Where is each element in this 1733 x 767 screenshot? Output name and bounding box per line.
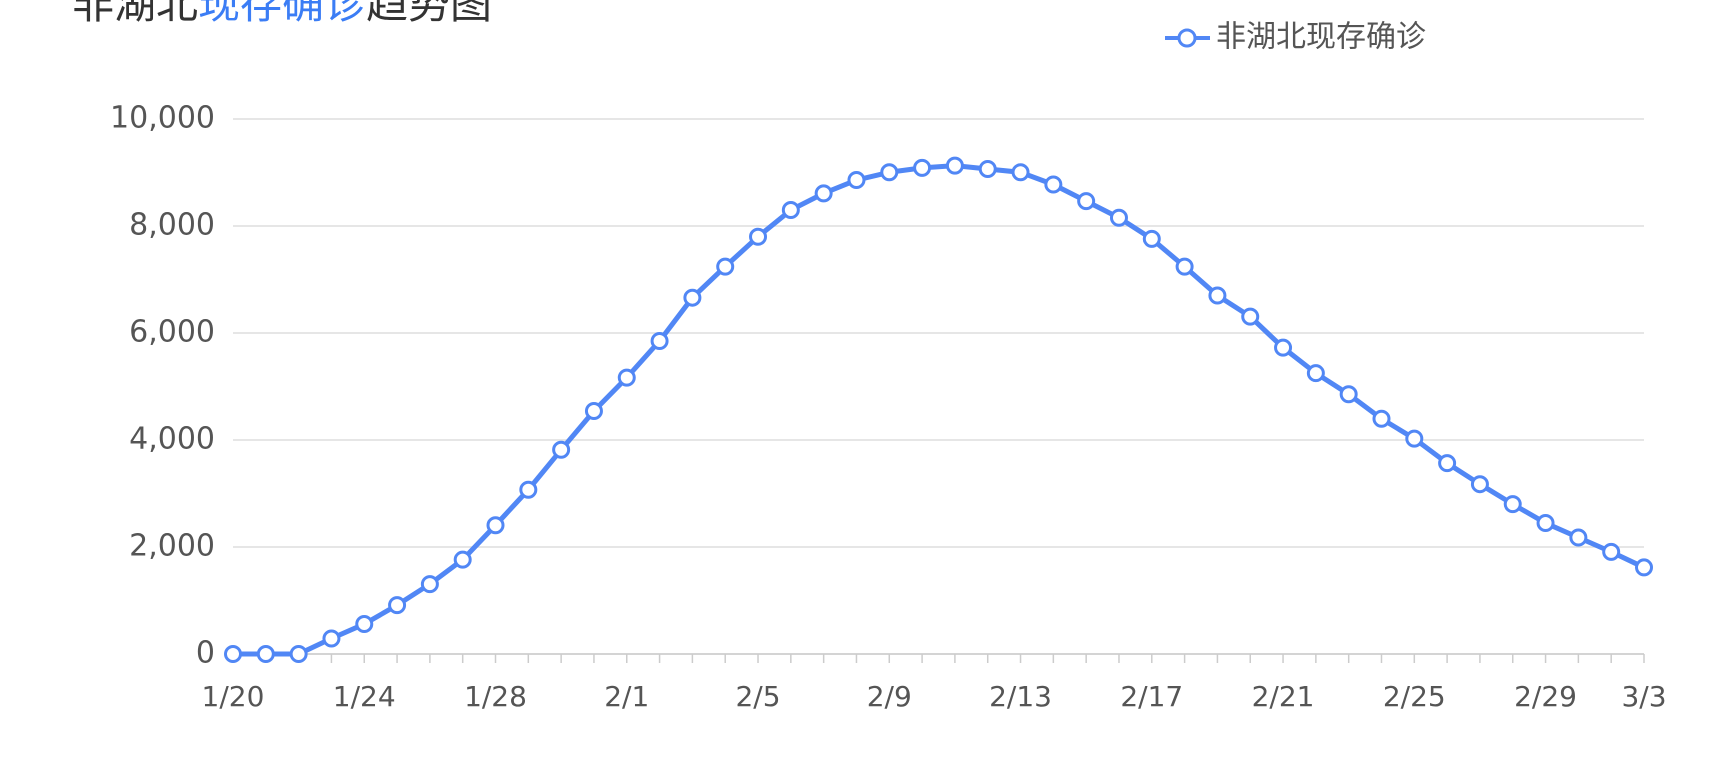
x-tick-label: 2/25 [1383, 680, 1446, 713]
point [650, 331, 669, 350]
x-tick-label: 1/20 [202, 680, 265, 713]
point [814, 184, 833, 203]
point [289, 645, 308, 663]
line [233, 163, 1646, 657]
point [1077, 192, 1096, 211]
y-tick-label: 10,000 [110, 101, 215, 136]
point [1142, 229, 1161, 248]
point [552, 440, 571, 459]
legend-label: 非湖北现存确诊 [1216, 20, 1426, 55]
x-tick-label: 1/28 [464, 680, 527, 713]
point [584, 401, 603, 420]
point [978, 159, 997, 178]
y-tick-label: 8,000 [129, 208, 215, 243]
point [388, 596, 407, 615]
title-part: 非湖北 [72, 0, 198, 28]
point [1274, 338, 1293, 357]
point [519, 480, 538, 499]
point [453, 550, 472, 569]
point [1569, 528, 1588, 547]
x-tick-label: 2/17 [1120, 680, 1183, 713]
y-tick-label: 2,000 [129, 529, 215, 564]
point [617, 368, 636, 387]
point [1011, 163, 1030, 182]
chart-title: 非湖北现存确诊趋势图 [72, 0, 492, 28]
x-tick-label: 2/5 [735, 680, 780, 713]
title-highlight: 现存确诊 [198, 0, 366, 28]
y-tick-label: 6,000 [129, 315, 215, 350]
point [1405, 429, 1424, 448]
point [945, 156, 964, 175]
point [1503, 495, 1522, 514]
point [1635, 558, 1653, 577]
point [1208, 286, 1227, 305]
y-tick-label: 4,000 [129, 422, 215, 457]
point [1602, 542, 1621, 561]
point [749, 227, 768, 246]
x-tick-label: 1/24 [333, 680, 396, 713]
point [1175, 257, 1194, 276]
x-tick-label: 2/9 [867, 680, 912, 713]
point [486, 516, 505, 535]
point [1339, 385, 1358, 404]
point [1470, 475, 1489, 494]
x-tick-label: 2/29 [1514, 680, 1577, 713]
point [420, 575, 439, 594]
point [224, 645, 242, 663]
point [322, 629, 341, 648]
point [683, 288, 702, 307]
point [781, 201, 800, 220]
point [1438, 454, 1457, 473]
point [1044, 175, 1063, 194]
y-tick-label: 0 [196, 636, 215, 671]
point [1372, 409, 1391, 428]
point [880, 163, 899, 182]
x-tick-label: 2/21 [1252, 680, 1315, 713]
x-tick-label: 2/1 [604, 680, 649, 713]
point [355, 615, 374, 634]
point [1109, 208, 1128, 227]
point [1536, 514, 1555, 533]
point [1306, 364, 1325, 383]
x-tick-label: 3/3 [1621, 680, 1666, 713]
point [847, 171, 866, 190]
point [1241, 307, 1260, 326]
x-tick-label: 2/13 [989, 680, 1052, 713]
point [913, 158, 932, 177]
point [256, 645, 275, 663]
point [716, 257, 735, 276]
title-part: 趋势图 [366, 0, 492, 28]
legend-marker [1177, 28, 1197, 48]
